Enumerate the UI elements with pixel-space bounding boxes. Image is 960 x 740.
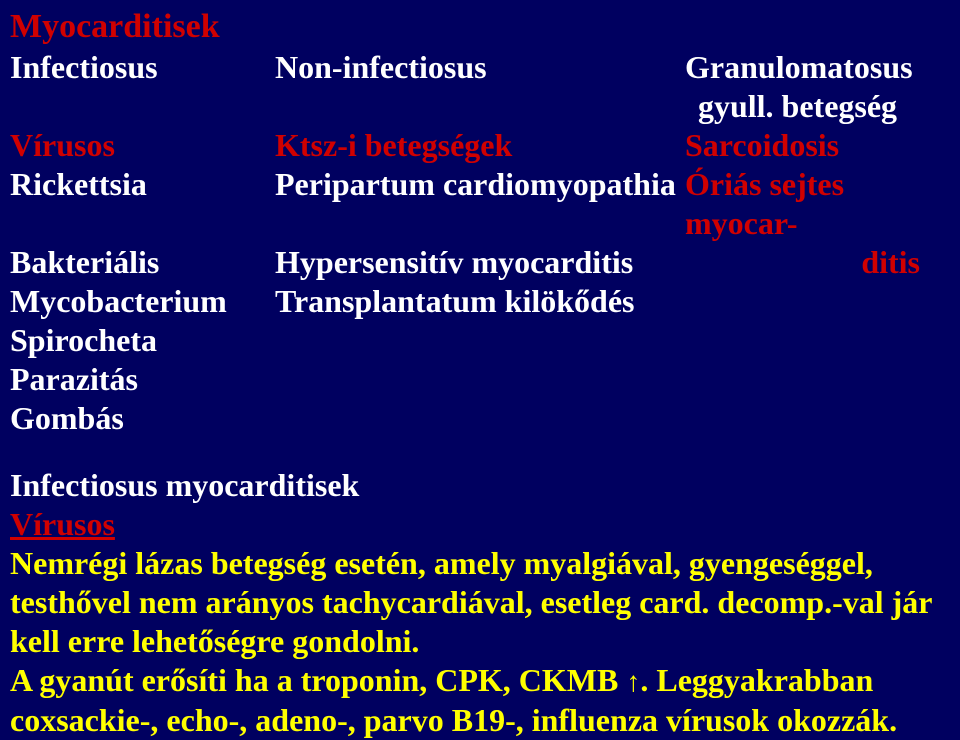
r3c1: Bakteriális <box>10 244 159 280</box>
r3c2: Hypersensitív myocarditis <box>275 244 633 280</box>
sec2-body-l5: coxsackie-, echo-, adeno-, parvo B19-, i… <box>10 701 950 740</box>
r1c3: Sarcoidosis <box>685 127 839 163</box>
up-arrow-icon: ↑ <box>626 666 640 697</box>
row4: Mycobacterium Transplantatum kilökődés <box>10 282 950 321</box>
section-infectiosus: Infectiosus myocarditisek Vírusos Nemrég… <box>10 466 950 739</box>
r4c2: Transplantatum kilökődés <box>275 283 635 319</box>
col3-header-l1: Granulomatosus <box>685 48 950 87</box>
sec2-body-l2: testhővel nem arányos tachycardiával, es… <box>10 583 950 622</box>
r1c1: Vírusos <box>10 127 115 163</box>
col3-header-l2: gyull. betegség <box>685 87 950 126</box>
sec2-body-l1: Nemrégi lázas betegség esetén, amely mya… <box>10 544 950 583</box>
col1-header: Infectiosus <box>10 49 158 85</box>
row-gyull: gyull. betegség <box>10 87 950 126</box>
r2c2: Peripartum cardiomyopathia <box>275 166 676 202</box>
r2c3: Óriás sejtes myocar- <box>685 166 844 241</box>
row5: Spirocheta <box>10 321 950 360</box>
r5c1: Spirocheta <box>10 322 157 358</box>
r6c1: Parazitás <box>10 361 138 397</box>
sec2-body-l3: kell erre lehetőségre gondolni. <box>10 622 950 661</box>
row3: Bakteriális Hypersensitív myocarditis di… <box>10 243 950 282</box>
row1: Vírusos Ktsz-i betegségek Sarcoidosis <box>10 126 950 165</box>
row7: Gombás <box>10 399 950 438</box>
sec2-h2: Vírusos <box>10 505 950 544</box>
sec2-body-l4b: . Leggyakrabban <box>640 662 873 698</box>
col2-header: Non-infectiosus <box>275 49 487 85</box>
r2c1: Rickettsia <box>10 166 147 202</box>
slide-title: Myocarditisek <box>10 8 950 46</box>
row6: Parazitás <box>10 360 950 399</box>
header-row: Infectiosus Non-infectiosus Granulomatos… <box>10 48 950 87</box>
sec2-h1: Infectiosus myocarditisek <box>10 466 950 505</box>
r3c3: ditis <box>861 244 920 280</box>
r7c1: Gombás <box>10 400 124 436</box>
row2: Rickettsia Peripartum cardiomyopathia Ór… <box>10 165 950 243</box>
r1c2: Ktsz-i betegségek <box>275 127 512 163</box>
sec2-body-l4: A gyanút erősíti ha a troponin, CPK, CKM… <box>10 661 950 700</box>
sec2-body-l4a: A gyanút erősíti ha a troponin, CPK, CKM… <box>10 662 626 698</box>
r4c1: Mycobacterium <box>10 283 227 319</box>
